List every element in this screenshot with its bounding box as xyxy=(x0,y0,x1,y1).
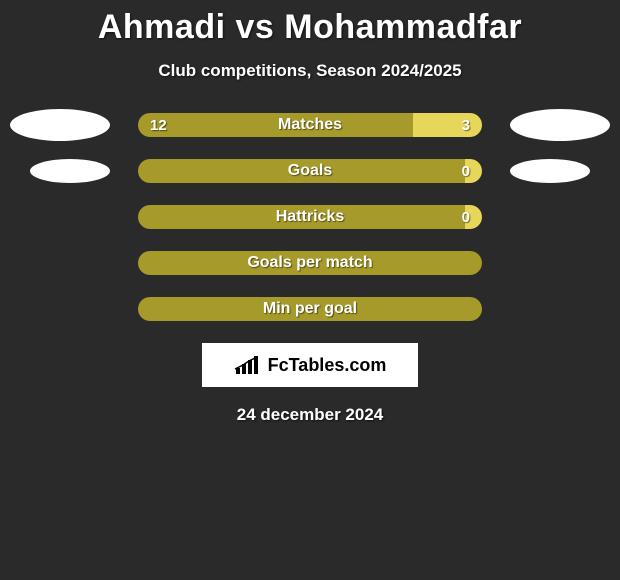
subtitle: Club competitions, Season 2024/2025 xyxy=(158,61,461,81)
player-oval-left xyxy=(30,159,110,183)
logo-box: FcTables.com xyxy=(202,343,418,387)
logo-text: FcTables.com xyxy=(268,355,387,376)
stat-row: Min per goal xyxy=(0,297,620,321)
stat-row: Goals per match xyxy=(0,251,620,275)
stat-value-right: 3 xyxy=(462,113,470,137)
stat-value-right: 0 xyxy=(462,205,470,229)
bar-segment-left xyxy=(138,297,482,321)
stat-value-right: 0 xyxy=(462,159,470,183)
stat-bar: 0Hattricks xyxy=(138,205,482,229)
bar-segment-right xyxy=(413,113,482,137)
stat-bar: 0Goals xyxy=(138,159,482,183)
bar-segment-left xyxy=(138,113,413,137)
bar-segment-left xyxy=(138,205,465,229)
stats-list: 123Matches0Goals0HattricksGoals per matc… xyxy=(0,113,620,321)
bar-chart-icon xyxy=(234,354,262,376)
bar-segment-left xyxy=(138,159,465,183)
player-oval-left xyxy=(10,109,110,141)
bar-segment-left xyxy=(138,251,482,275)
infographic-container: Ahmadi vs Mohammadfar Club competitions,… xyxy=(0,0,620,425)
stat-row: 123Matches xyxy=(0,113,620,137)
stat-bar: 123Matches xyxy=(138,113,482,137)
page-title: Ahmadi vs Mohammadfar xyxy=(98,8,522,47)
player-oval-right xyxy=(510,159,590,183)
stat-row: 0Hattricks xyxy=(0,205,620,229)
stat-bar: Min per goal xyxy=(138,297,482,321)
stat-bar: Goals per match xyxy=(138,251,482,275)
player-oval-right xyxy=(510,109,610,141)
stat-row: 0Goals xyxy=(0,159,620,183)
date-text: 24 december 2024 xyxy=(237,405,384,425)
stat-value-left: 12 xyxy=(150,113,167,137)
